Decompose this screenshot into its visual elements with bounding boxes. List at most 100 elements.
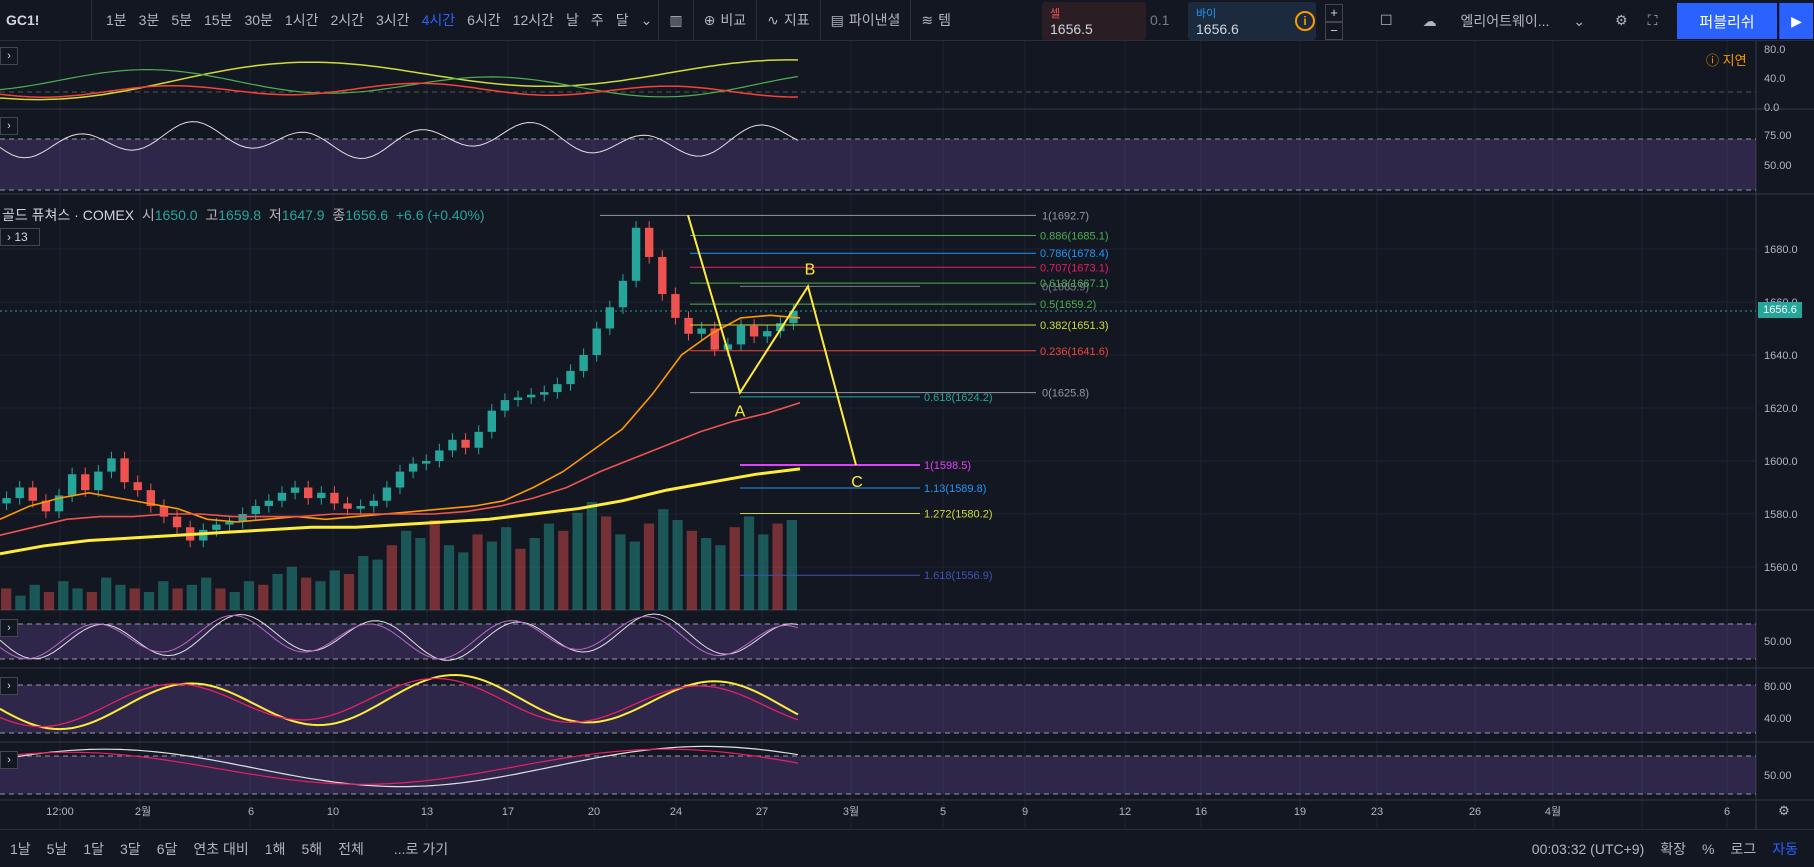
volume-bar (286, 566, 297, 610)
candle-body (382, 487, 392, 501)
interval-9[interactable]: 6시간 (467, 12, 501, 28)
volume-bar (115, 584, 126, 610)
right-toolbar: ☐ ☁ 엘리어트웨이... ⌄ ⚙ ⛶ ◙ (1370, 0, 1696, 41)
interval-2[interactable]: 5분 (171, 12, 193, 28)
fib-level-label: 0.382(1651.3) (1040, 320, 1109, 332)
wave-label-c: C (851, 474, 863, 491)
interval-4[interactable]: 30분 (244, 12, 273, 28)
delay-badge[interactable]: ⓘ 지연 (1706, 53, 1747, 68)
axis-label: 50.00 (1764, 636, 1792, 648)
x-tick-label: 5 (940, 806, 946, 818)
candle-body (67, 474, 77, 496)
chart-area[interactable]: 1560.0 1580.0 1600.0 1620.0 1640.0 16 6 0.0 1680… (0, 41, 1814, 829)
candle-body (304, 487, 313, 499)
range-1[interactable]: 5날 (46, 840, 68, 857)
interval-12[interactable]: 주 (590, 12, 604, 28)
candle-body (290, 487, 300, 493)
wave-label-b: B (805, 261, 816, 278)
publish-button[interactable]: 퍼블리쉬 (1677, 3, 1777, 39)
volume-bar (1, 588, 12, 610)
top-toolbar: GC1! 1분 3분 5분 15분 30분 1시간 2시간 3시간 4시간 6시간 12시간 날 주 달 ⌄… (0, 0, 1814, 41)
range-0[interactable]: 1날 (10, 840, 31, 857)
alert-dropdown[interactable]: ☁ 엘리어트웨이... ⌄ (1403, 11, 1605, 31)
interval-0[interactable]: 1분 (106, 12, 127, 28)
templates-button[interactable]: ≋ 템 (910, 0, 961, 40)
pane-collapse-button[interactable]: › (0, 117, 18, 135)
candle-body (369, 500, 378, 507)
candle-body (41, 500, 51, 512)
interval-10[interactable]: 12시간 (512, 12, 554, 28)
x-tick-label: 12:00 (46, 806, 74, 818)
interval-1[interactable]: 3분 (138, 12, 160, 28)
wave-label-a: A (735, 404, 746, 421)
candle-body (763, 331, 772, 337)
band-fill (0, 685, 1756, 733)
log-button[interactable]: 로그 (1730, 841, 1757, 857)
volume-bar (258, 584, 269, 610)
volume-bar (201, 577, 212, 610)
interval-13[interactable]: 달 (615, 12, 629, 28)
goto-button[interactable]: ...로 가기 (393, 840, 449, 857)
interval-11[interactable]: 날 (566, 12, 579, 28)
interval-7[interactable]: 3시간 (376, 12, 410, 28)
bars-icon: ▤ (830, 11, 844, 28)
gear-icon[interactable]: ⚙ (1615, 12, 1628, 28)
x-tick-label: 17 (502, 806, 514, 818)
x-tick-label: 6 (1724, 806, 1730, 818)
interval-5[interactable]: 1시간 (284, 12, 319, 28)
square-icon[interactable]: ☐ (1380, 12, 1393, 28)
x-tick-label: 24 (670, 806, 682, 818)
plus-button[interactable]: + (1325, 4, 1343, 22)
pane-collapse-button[interactable]: › (0, 47, 18, 65)
interval-6[interactable]: 2시간 (330, 12, 365, 28)
pane-collapse-button[interactable]: › (0, 677, 18, 695)
percent-button[interactable]: % (1702, 841, 1715, 857)
volume-bar (272, 574, 283, 610)
volume-bar (401, 530, 412, 610)
candle-body (513, 397, 523, 401)
candle-body (212, 524, 221, 530)
auto-button[interactable]: 자동 (1772, 841, 1798, 857)
range-8[interactable]: 전체 (338, 840, 364, 857)
fullscreen-icon[interactable]: ⛶ (1647, 12, 1658, 28)
indicators-collapse-button[interactable]: › 13 (0, 228, 40, 246)
x-tick-label: 19 (1294, 806, 1306, 818)
symbol-search[interactable]: GC1! (0, 0, 92, 40)
pane-collapse-button[interactable]: › (0, 619, 18, 637)
fib-level-label: 1.618(1556.9) (924, 570, 993, 582)
volume-bar (15, 595, 26, 610)
info-icon[interactable]: i (1295, 11, 1315, 31)
minus-button[interactable]: − (1325, 22, 1343, 40)
range-6[interactable]: 1해 (264, 840, 286, 857)
range-2[interactable]: 1달 (83, 840, 105, 857)
settings-gear-icon: ⚙ (1778, 803, 1790, 818)
fib-level-label: 0.5(1659.2) (1040, 299, 1096, 311)
chevron-down-icon[interactable]: ⌄ (640, 11, 653, 28)
volume-bar (686, 530, 697, 610)
sell-button[interactable]: 셀 1656.5 (1042, 2, 1146, 40)
plus-circle-icon: ⊕ (703, 11, 716, 28)
moving-average-line (0, 467, 801, 556)
candle-body (2, 498, 11, 504)
indicator-line (0, 59, 799, 101)
range-4[interactable]: 6달 (156, 840, 178, 857)
interval-3[interactable]: 15분 (204, 12, 233, 28)
volume-bar (529, 538, 540, 610)
chart-type-button[interactable]: ▥ (658, 0, 692, 40)
clock[interactable]: 00:03:32 (UTC+9) (1531, 841, 1645, 857)
range-3[interactable]: 3달 (120, 840, 141, 857)
interval-8[interactable]: 4시간 (421, 12, 456, 28)
pane-collapse-button[interactable]: › (0, 751, 18, 769)
fib-level-label: 1(1598.5) (924, 460, 971, 472)
indicators-button[interactable]: ∿ 지표 (756, 0, 820, 40)
expand-button[interactable]: 확장 (1660, 841, 1687, 857)
buy-button[interactable]: 바이 1656.6 (1188, 2, 1316, 40)
range-5[interactable]: 연초 대비 (193, 840, 249, 857)
financials-button[interactable]: ▤ 파이낸셜 (819, 0, 911, 40)
range-7[interactable]: 5해 (301, 840, 323, 857)
play-button[interactable]: ▶ (1779, 3, 1813, 39)
x-tick-label: 23 (1371, 806, 1383, 818)
volume-bar (58, 581, 69, 610)
indicator-line (0, 673, 799, 731)
compare-button[interactable]: ⊕ 비교 (692, 0, 757, 40)
